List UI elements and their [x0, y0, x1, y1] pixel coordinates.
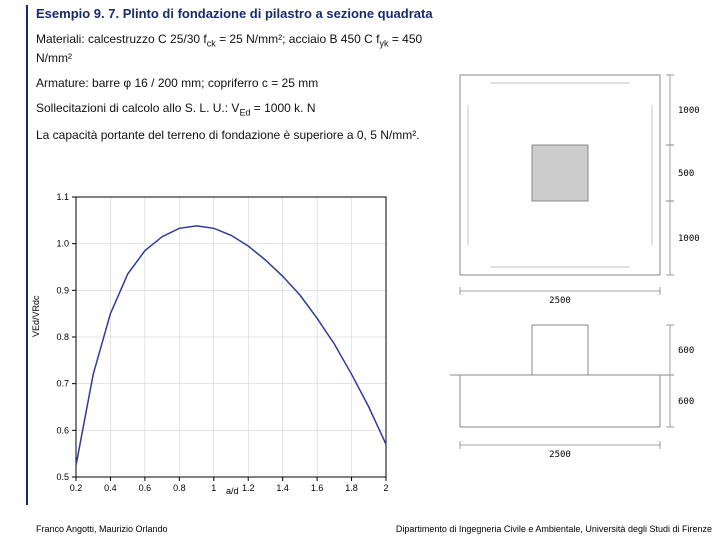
- svg-text:600: 600: [678, 346, 694, 356]
- svg-text:2500: 2500: [549, 296, 571, 306]
- svg-text:1.6: 1.6: [311, 483, 324, 493]
- chart-svg: 0.2 0.4 0.6 0.8 1 1.2 1.4 1.6 1.8 2 0.5 0.6 0.7 0.8 0.…: [36, 182, 406, 502]
- ylabel: VEd/VRdc: [31, 295, 41, 337]
- materials-line: Materiali: calcestruzzo C 25/30 fck = 25…: [36, 31, 436, 67]
- footer-dept: Dipartimento di Ingegneria Civile e Ambi…: [396, 524, 712, 534]
- svg-text:0.8: 0.8: [56, 332, 69, 342]
- svg-text:1: 1: [211, 483, 216, 493]
- svg-text:0.5: 0.5: [56, 472, 69, 482]
- svg-text:1.2: 1.2: [242, 483, 255, 493]
- page-title: Esempio 9. 7. Plinto di fondazione di pi…: [36, 6, 712, 21]
- svg-text:1.1: 1.1: [56, 192, 69, 202]
- diagram-container: 1000 500 1000 2500 600 600 2500: [440, 45, 712, 485]
- soil-line: La capacità portante del terreno di fond…: [36, 127, 436, 144]
- svg-text:500: 500: [678, 169, 694, 179]
- txt: = 25 N/mm²; acciaio B 450 C f: [216, 32, 380, 46]
- sub: Ed: [239, 107, 250, 117]
- diagram-svg: 1000 500 1000 2500 600 600 2500: [440, 45, 712, 485]
- svg-text:1.8: 1.8: [345, 483, 358, 493]
- footer-authors: Franco Angotti, Maurizio Orlando: [36, 524, 168, 534]
- sidebar-rule: [26, 5, 28, 505]
- sub: ck: [207, 38, 216, 48]
- svg-text:0.4: 0.4: [104, 483, 117, 493]
- loads-line: Sollecitazioni di calcolo allo S. L. U.:…: [36, 100, 436, 119]
- svg-text:600: 600: [678, 397, 694, 407]
- svg-text:1.0: 1.0: [56, 239, 69, 249]
- svg-text:2: 2: [383, 483, 388, 493]
- reinforcement-line: Armature: barre φ 16 / 200 mm; copriferr…: [36, 75, 436, 92]
- svg-text:0.6: 0.6: [56, 425, 69, 435]
- svg-text:0.6: 0.6: [139, 483, 152, 493]
- txt: = 1000 k. N: [250, 101, 315, 115]
- svg-text:0.9: 0.9: [56, 285, 69, 295]
- svg-text:2500: 2500: [549, 450, 571, 460]
- svg-text:0.2: 0.2: [70, 483, 83, 493]
- chart-container: 0.2 0.4 0.6 0.8 1 1.2 1.4 1.6 1.8 2 0.5 0.6 0.7 0.8 0.…: [36, 182, 406, 502]
- txt: Materiali: calcestruzzo C 25/30 f: [36, 32, 207, 46]
- svg-text:0.8: 0.8: [173, 483, 186, 493]
- svg-text:1.4: 1.4: [276, 483, 289, 493]
- svg-text:0.7: 0.7: [56, 379, 69, 389]
- svg-text:1000: 1000: [678, 106, 700, 116]
- svg-text:1000: 1000: [678, 234, 700, 244]
- xlabel: a/d: [226, 486, 239, 496]
- txt: Sollecitazioni di calcolo allo S. L. U.:…: [36, 101, 239, 115]
